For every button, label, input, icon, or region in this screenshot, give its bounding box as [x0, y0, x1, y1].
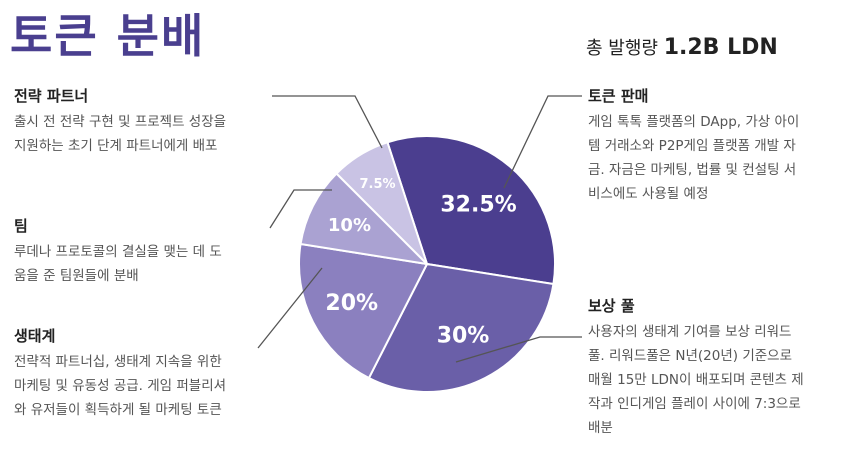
desc-sale-line: 게임 톡톡 플랫폼의 DApp, 가상 아이: [588, 114, 800, 130]
desc-partner-line: 지원하는 초기 단계 파트너에게 배포: [14, 138, 218, 154]
pie-slice-reward: [367, 262, 555, 393]
desc-sale-line: 비스에도 사용될 예정: [588, 186, 709, 202]
pie-slice-sale: [386, 135, 556, 286]
total-supply: 총 발행량 1.2B LDN: [586, 34, 778, 60]
desc-ecosystem-head: 생태계: [14, 327, 56, 345]
desc-sale: 토큰 판매 게임 톡톡 플랫폼의 DApp, 가상 아이 템 거래소와 P2P게…: [588, 84, 799, 206]
pie-slice-ecosystem: [298, 242, 429, 380]
pie-label-team: 10%: [328, 215, 371, 236]
desc-reward-head: 보상 풀: [588, 297, 635, 315]
desc-team-line: 움을 준 팀원들에 분배: [14, 268, 139, 284]
desc-ecosystem-line: 마케팅 및 유동성 공급. 게임 퍼블리셔: [14, 378, 227, 394]
pie-label-partner: 7.5%: [359, 177, 395, 192]
leader-line-partner: [272, 95, 383, 149]
desc-reward-line: 배분: [588, 420, 613, 436]
desc-sale-line: 템 거래소와 P2P게임 플랫폼 개발 자: [588, 138, 796, 154]
pie-label-sale: 32.5%: [440, 192, 516, 217]
leader-line-team: [269, 189, 332, 229]
desc-sale-line: 금. 자금은 마케팅, 법률 및 컨설팅 서: [588, 162, 797, 178]
leader-line-reward: [455, 336, 582, 363]
desc-partner: 전략 파트너 출시 전 전략 구현 및 프로젝트 성장을 지원하는 초기 단계 …: [14, 84, 226, 158]
desc-team-head: 팀: [14, 217, 28, 235]
pie-label-ecosystem: 20%: [325, 291, 378, 316]
pie-label-reward: 30%: [437, 323, 490, 348]
total-supply-value: 1.2B LDN: [663, 35, 778, 60]
desc-sale-head: 토큰 판매: [588, 87, 649, 105]
desc-reward-line: 매월 15만 LDN이 배포되며 콘텐츠 제: [588, 372, 804, 388]
desc-reward-line: 작과 인디게임 플레이 사이에 7:3으로: [588, 396, 801, 412]
desc-reward-line: 풀. 리워드풀은 N년(20년) 기준으로: [588, 348, 793, 364]
desc-ecosystem-line: 와 유저들이 획득하게 될 마케팅 토큰: [14, 402, 222, 418]
page-title: 토큰 분배: [10, 9, 206, 63]
total-supply-label: 총 발행량: [586, 38, 658, 59]
desc-team-line: 루데나 프로토콜의 결실을 맺는 데 도: [14, 244, 222, 260]
desc-team: 팀 루데나 프로토콜의 결실을 맺는 데 도 움을 준 팀원들에 분배: [14, 214, 222, 288]
desc-reward: 보상 풀 사용자의 생태계 기여를 보상 리워드 풀. 리워드풀은 N년(20년…: [588, 294, 804, 440]
leader-line-sale: [503, 95, 582, 189]
desc-reward-line: 사용자의 생태계 기여를 보상 리워드: [588, 324, 792, 340]
desc-partner-head: 전략 파트너: [14, 87, 89, 105]
desc-ecosystem: 생태계 전략적 파트너십, 생태계 지속을 위한 마케팅 및 유동성 공급. 게…: [14, 324, 226, 422]
pie-slice-partner: [335, 141, 428, 265]
pie-slice-team: [299, 172, 430, 266]
desc-partner-line: 출시 전 전략 구현 및 프로젝트 성장을: [14, 114, 227, 130]
leader-line-ecosystem: [257, 267, 323, 349]
desc-ecosystem-line: 전략적 파트너십, 생태계 지속을 위한: [14, 354, 222, 370]
